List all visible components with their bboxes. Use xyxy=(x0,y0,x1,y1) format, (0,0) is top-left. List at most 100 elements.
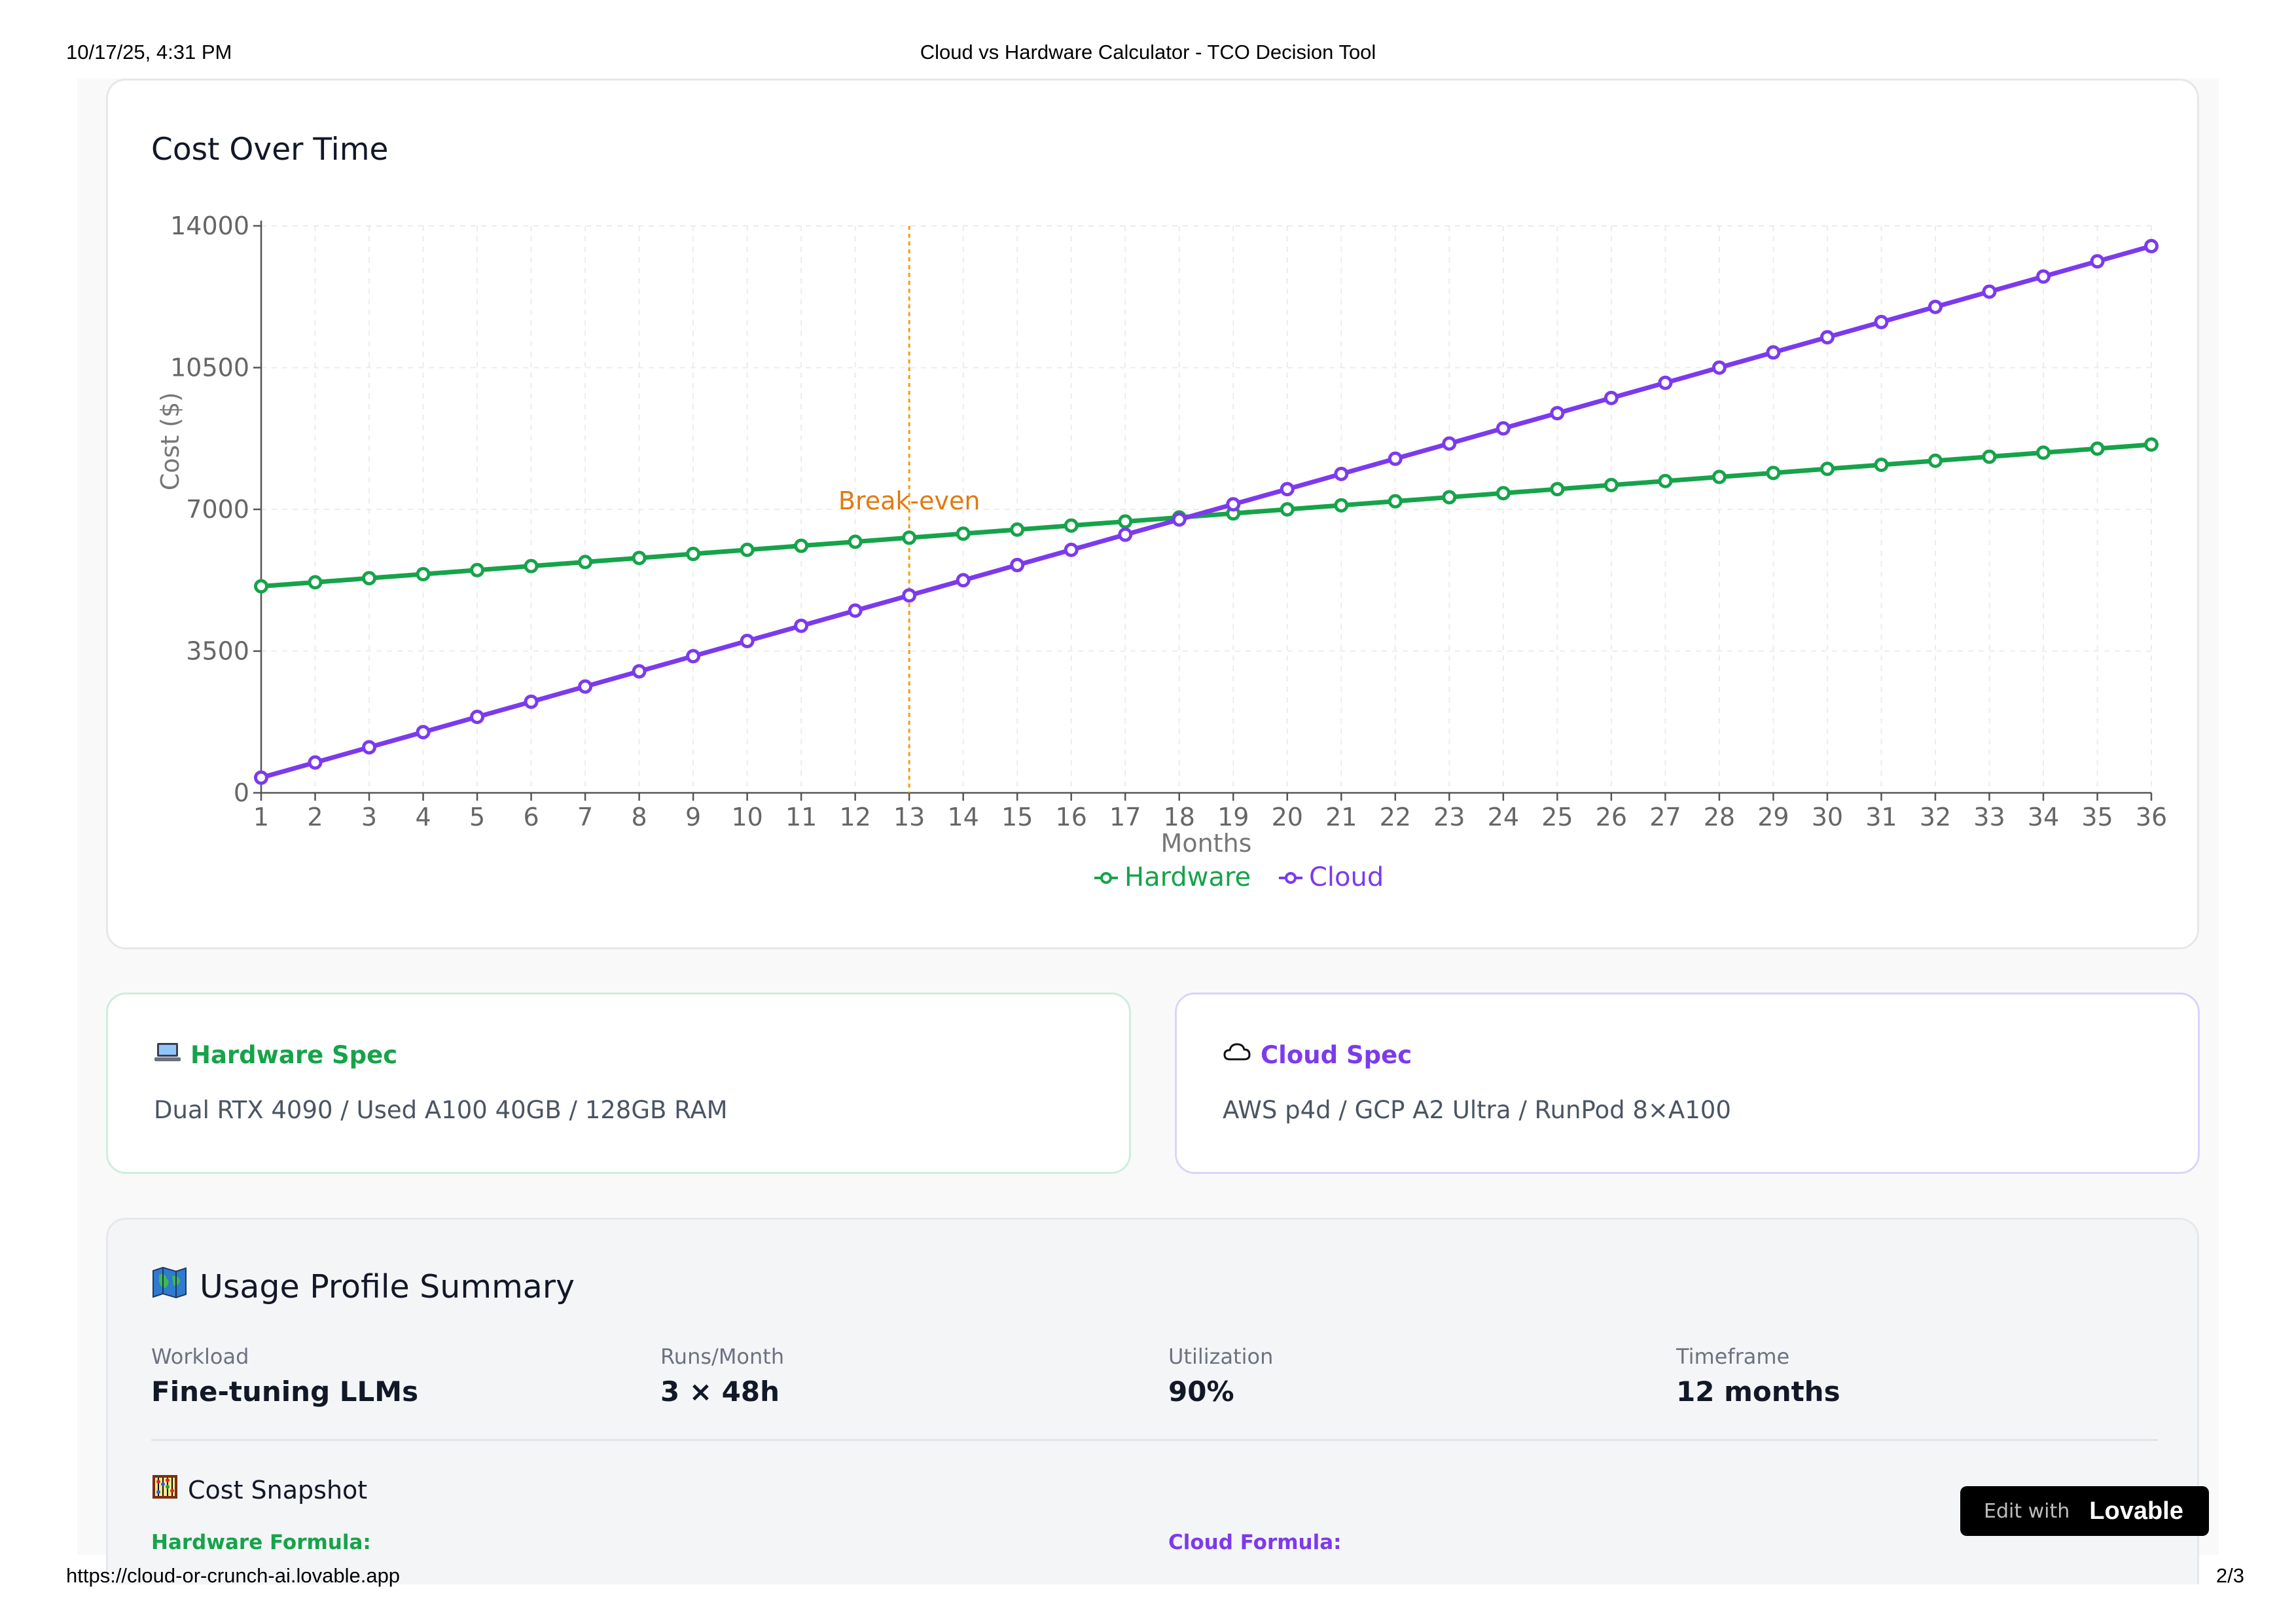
data-point-hardware xyxy=(1928,453,1943,468)
data-point-hardware xyxy=(1496,486,1511,501)
x-tick-label: 26 xyxy=(1596,803,1627,831)
data-point-cloud xyxy=(1766,345,1781,360)
data-point-hardware xyxy=(902,530,917,545)
data-point-cloud xyxy=(794,618,809,633)
x-tick-label: 9 xyxy=(685,803,701,831)
x-axis-label: Months xyxy=(1161,829,1252,858)
hardware-spec-card: Hardware Spec Dual RTX 4090 / Used A100 … xyxy=(106,993,1131,1174)
data-point-hardware xyxy=(2144,437,2159,452)
data-point-cloud xyxy=(902,588,917,603)
usage-summary-title: Usage Profile Summary xyxy=(200,1267,575,1305)
legend-label-cloud: Cloud xyxy=(1309,862,1384,892)
data-point-hardware xyxy=(578,555,593,570)
x-tick-label: 4 xyxy=(415,803,431,831)
edit-with-lovable-button[interactable]: Edit with Lovable xyxy=(1960,1486,2209,1536)
x-tick-label: 14 xyxy=(948,803,979,831)
data-point-hardware xyxy=(2090,441,2105,456)
data-point-cloud xyxy=(1226,497,1241,512)
data-point-hardware xyxy=(1442,490,1457,505)
x-tick-label: 8 xyxy=(632,803,647,831)
data-point-cloud xyxy=(1496,421,1511,436)
x-tick-label: 30 xyxy=(1812,803,1843,831)
data-point-hardware xyxy=(1064,518,1079,533)
data-point-hardware xyxy=(740,542,755,557)
x-tick-label: 21 xyxy=(1325,803,1357,831)
data-point-cloud xyxy=(1334,466,1349,481)
data-point-cloud xyxy=(1712,360,1727,375)
y-axis-label: Cost ($) xyxy=(156,392,185,490)
print-footer: https://cloud-or-crunch-ai.lovable.app 2… xyxy=(0,1564,2296,1603)
metric-label: Utilization xyxy=(1168,1344,1274,1369)
cost-snapshot-header: Cost Snapshot xyxy=(151,1474,367,1506)
x-tick-label: 6 xyxy=(523,803,539,831)
data-point-hardware xyxy=(686,547,701,562)
x-tick-label: 33 xyxy=(1973,803,2005,831)
print-page-title: Cloud vs Hardware Calculator - TCO Decis… xyxy=(920,41,1376,64)
metric-label: Workload xyxy=(151,1344,249,1369)
data-point-hardware xyxy=(1388,494,1403,509)
data-point-cloud xyxy=(254,770,268,785)
data-point-hardware xyxy=(1874,457,1889,472)
data-point-cloud xyxy=(1172,512,1187,527)
data-point-hardware xyxy=(848,534,863,549)
data-point-cloud xyxy=(1658,375,1673,390)
metric-value: 12 months xyxy=(1676,1376,1840,1408)
hardware-spec-title: Hardware Spec xyxy=(190,1041,398,1069)
abacus-icon xyxy=(151,1474,179,1506)
x-tick-label: 36 xyxy=(2136,803,2167,831)
data-point-hardware xyxy=(1550,482,1565,497)
series-line-cloud xyxy=(260,244,2152,780)
y-tick-label: 3500 xyxy=(186,637,249,666)
print-url: https://cloud-or-crunch-ai.lovable.app xyxy=(66,1564,401,1587)
data-point-cloud xyxy=(1874,314,1889,329)
x-tick-label: 28 xyxy=(1704,803,1735,831)
series-line-hardware xyxy=(260,442,2152,589)
data-point-cloud xyxy=(362,740,377,755)
map-icon xyxy=(151,1266,188,1307)
metric-timeframe: Timeframe 12 months xyxy=(1676,1344,1840,1408)
x-tick-label: 32 xyxy=(1920,803,1951,831)
lovable-logo: Lovable xyxy=(2089,1497,2183,1525)
x-tick-label: 23 xyxy=(1433,803,1465,831)
data-point-hardware xyxy=(1604,477,1619,492)
hardware-formula-label: Hardware Formula: xyxy=(151,1531,371,1554)
y-tick-label: 14000 xyxy=(170,211,249,240)
data-point-cloud xyxy=(686,649,701,664)
x-tick-label: 7 xyxy=(577,803,593,831)
y-tick-label: 0 xyxy=(234,778,249,807)
cost-snapshot-title: Cost Snapshot xyxy=(188,1475,368,1504)
cloud-spec-description: AWS p4d / GCP A2 Ultra / RunPod 8×A100 xyxy=(1223,1096,1731,1124)
data-point-cloud xyxy=(1982,284,1997,299)
x-tick-label: 11 xyxy=(785,803,817,831)
x-tick-label: 5 xyxy=(469,803,485,831)
data-point-hardware xyxy=(362,571,377,586)
break-even-label: Break-even xyxy=(838,486,980,515)
cloud-icon xyxy=(1223,1040,1251,1070)
print-datetime: 10/17/25, 4:31 PM xyxy=(66,41,232,64)
x-tick-label: 18 xyxy=(1164,803,1195,831)
metric-workload: Workload Fine-tuning LLMs xyxy=(151,1344,418,1408)
x-tick-label: 27 xyxy=(1649,803,1681,831)
data-point-cloud xyxy=(1820,330,1835,345)
cloud-spec-card: Cloud Spec AWS p4d / GCP A2 Ultra / RunP… xyxy=(1175,993,2200,1174)
data-point-hardware xyxy=(1982,449,1997,464)
print-header: 10/17/25, 4:31 PM Cloud vs Hardware Calc… xyxy=(0,41,2296,80)
data-point-cloud xyxy=(524,694,539,709)
data-point-hardware xyxy=(1334,498,1349,513)
data-point-hardware xyxy=(524,558,539,574)
data-point-hardware xyxy=(632,551,647,566)
data-point-hardware xyxy=(1658,473,1673,488)
data-point-cloud xyxy=(632,664,647,679)
data-point-cloud xyxy=(848,603,863,618)
data-point-hardware xyxy=(1118,514,1133,529)
x-tick-label: 25 xyxy=(1541,803,1573,831)
metric-value: Fine-tuning LLMs xyxy=(151,1376,419,1408)
legend-marker-cloud xyxy=(1285,872,1297,884)
cloud-spec-header: Cloud Spec xyxy=(1223,1040,1412,1070)
legend-label-hardware: Hardware xyxy=(1124,862,1251,892)
x-tick-label: 34 xyxy=(2028,803,2059,831)
data-point-cloud xyxy=(1550,406,1565,421)
data-point-hardware xyxy=(308,575,323,590)
data-point-cloud xyxy=(1928,299,1943,314)
data-point-cloud xyxy=(2090,254,2105,269)
